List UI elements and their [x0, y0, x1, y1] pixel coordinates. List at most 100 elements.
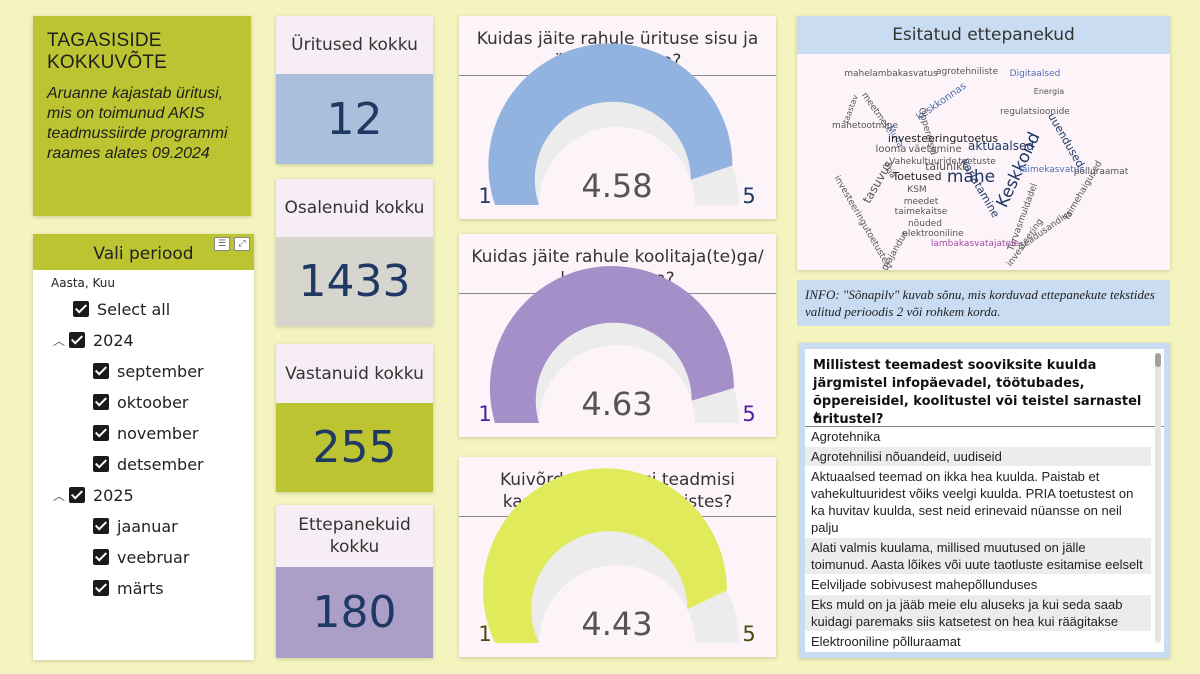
gauge-min-label: 1 [478, 622, 491, 646]
slicer-item-year-2024[interactable]: ︿ 2024 [49, 327, 134, 353]
wordcloud-word: Vahekultuuride [889, 157, 957, 167]
slicer-item-label: Select all [97, 299, 171, 319]
chevron-up-icon[interactable]: ︿ [52, 488, 65, 503]
kpi-suggestions-total: Ettepanekuid kokku 180 [276, 505, 433, 658]
table-row[interactable]: Elektrooniline põlluraamat [805, 632, 1151, 652]
period-slicer: Vali periood ☰ ⤢ Aasta, Kuu Select all ︿… [33, 234, 254, 660]
slicer-item-label: detsember [117, 454, 204, 474]
wordcloud-word: KSM [907, 185, 926, 195]
suggestions-table: Millistest teemadest sooviksite kuulda j… [799, 343, 1170, 658]
wordcloud-word: uuendused [1045, 111, 1087, 170]
table-row[interactable]: Eelviljade sobivusest mahepõllunduses [805, 575, 1151, 595]
scrollbar-thumb[interactable] [1155, 353, 1161, 367]
slicer-item-year-2025[interactable]: ︿ 2025 [49, 482, 134, 508]
wordcloud-word: mahetootmine [832, 121, 899, 131]
gauge-min-label: 1 [478, 402, 491, 426]
checkbox-checked-icon[interactable] [93, 580, 109, 596]
table-header[interactable]: Millistest teemadest sooviksite kuulda j… [805, 349, 1164, 427]
info-note: INFO: "Sõnapilv" kuvab sõnu, mis korduva… [797, 280, 1170, 326]
kpi-value: 1433 [276, 237, 433, 326]
wordcloud-word: mahe [947, 167, 995, 187]
slicer-field-label: Aasta, Kuu [51, 276, 115, 290]
wordcloud-word: aktuaalsed [968, 139, 1034, 153]
kpi-value: 255 [276, 403, 433, 492]
kpi-value: 12 [276, 74, 433, 164]
checkbox-checked-icon[interactable] [93, 394, 109, 410]
gauge-value: 4.43 [581, 605, 652, 643]
gauge-chart: 4.63 1 5 [478, 266, 756, 426]
slicer-item-month[interactable]: jaanuar [93, 513, 178, 539]
filter-icon[interactable]: ☰ [214, 237, 230, 251]
gauge-max-label: 5 [742, 184, 755, 208]
slicer-item-label: 2025 [93, 485, 134, 505]
slicer-item-month[interactable]: märts [93, 575, 164, 601]
slicer-item-month[interactable]: detsember [93, 451, 204, 477]
gauge-trainer-satisfaction: Kuidas jäite rahule koolitaja(te)ga/ lek… [459, 234, 776, 437]
slicer-item-label: märts [117, 578, 164, 598]
table-row[interactable]: Alati valmis kuulama, millised muutused … [805, 538, 1151, 575]
gauge-max-label: 5 [742, 402, 755, 426]
checkbox-checked-icon[interactable] [93, 363, 109, 379]
gauge-value: 4.58 [581, 167, 652, 205]
slicer-item-label: jaanuar [117, 516, 178, 536]
wordcloud-word: regulatsioonide [1000, 107, 1070, 117]
expand-icon[interactable]: ⤢ [234, 237, 250, 251]
wordcloud-word: investeeringutoetustest [832, 174, 895, 270]
slicer-item-label: 2024 [93, 330, 134, 350]
table-header-label: Millistest teemadest sooviksite kuulda j… [813, 358, 1142, 427]
checkbox-checked-icon[interactable] [93, 518, 109, 534]
wordcloud-word: talunike [925, 160, 969, 173]
slicer-header: Vali periood ☰ ⤢ [33, 234, 254, 270]
wordcloud-word: Taimekasvatus [1017, 165, 1085, 175]
checkbox-checked-icon[interactable] [73, 301, 89, 317]
wordcloud-panel: Esitatud ettepanekud mahelambakasvatus ag… [797, 16, 1170, 270]
slicer-item-label: september [117, 361, 204, 381]
wordcloud-word: Energia [1034, 87, 1064, 96]
wordcloud-word: toetuste [958, 157, 996, 167]
table-row[interactable]: Agrotehnika [805, 427, 1151, 447]
gauge-fill [489, 266, 734, 423]
kpi-respondents-total: Vastanuid kokku 255 [276, 344, 433, 492]
wordcloud-word: nõuded [908, 219, 942, 229]
gauge-content-satisfaction: Kuidas jäite rahule ürituse sisu ja üles… [459, 16, 776, 219]
checkbox-checked-icon[interactable] [69, 332, 85, 348]
gauge-knowledge-use: Kuivõrd saate uusi teadmisi kasutada oma… [459, 457, 776, 657]
kpi-label: Osalenuid kokku [276, 179, 433, 237]
wordcloud-word: investeeringutoetus [888, 132, 998, 145]
gauge-fill [488, 43, 733, 205]
table-row[interactable]: Aktuaalsed teemad on ikka hea kuulda. Pa… [805, 467, 1151, 538]
wordcloud-word: meedet [904, 197, 939, 207]
table-row[interactable]: Elementide omavahelisest tasakaalust roh… [805, 652, 1151, 658]
vertical-scrollbar[interactable] [1155, 353, 1161, 643]
gauge-value: 4.63 [581, 385, 652, 423]
slicer-item-month[interactable]: oktoober [93, 389, 188, 415]
slicer-item-label: november [117, 423, 199, 443]
slicer-item-month[interactable]: september [93, 358, 204, 384]
gauge-fill [482, 468, 727, 643]
slicer-item-month[interactable]: november [93, 420, 198, 446]
slicer-item-month[interactable]: veebruar [93, 544, 189, 570]
sort-ascending-icon[interactable]: ▲ [813, 410, 820, 420]
kpi-label: Üritused kokku [276, 16, 433, 74]
gauge-chart: 4.58 1 5 [478, 43, 756, 208]
slicer-item-label: oktoober [117, 392, 189, 412]
chevron-up-icon[interactable]: ︿ [52, 333, 65, 348]
checkbox-checked-icon[interactable] [93, 425, 109, 441]
gauge-chart: 4.43 1 5 [478, 468, 756, 646]
report-description: Aruanne kajastab üritusi, mis on toimunu… [47, 85, 228, 162]
slicer-item-label: veebruar [117, 547, 190, 567]
wordcloud-word: elektrooniline [902, 229, 964, 239]
kpi-label: Ettepanekuid kokku [276, 505, 433, 567]
table-row[interactable]: Agrotehnilisi nõuandeid, uudiseid [805, 447, 1151, 467]
checkbox-checked-icon[interactable] [69, 487, 85, 503]
wordcloud-word: agrotehniliste [936, 67, 998, 77]
table-rows: Agrotehnika Agrotehnilisi nõuandeid, uudi… [805, 427, 1151, 658]
checkbox-checked-icon[interactable] [93, 549, 109, 565]
wordcloud-word: Digitaalsed [1010, 69, 1061, 79]
report-title-card: TAGASISIDE KOKKUVÕTE Aruanne kajastab ür… [33, 16, 251, 216]
slicer-item-select-all[interactable]: Select all [73, 296, 170, 322]
wordcloud-title: Esitatud ettepanekud [797, 16, 1170, 54]
checkbox-checked-icon[interactable] [93, 456, 109, 472]
table-row[interactable]: Eks muld on ja jääb meie elu aluseks ja … [805, 595, 1151, 632]
